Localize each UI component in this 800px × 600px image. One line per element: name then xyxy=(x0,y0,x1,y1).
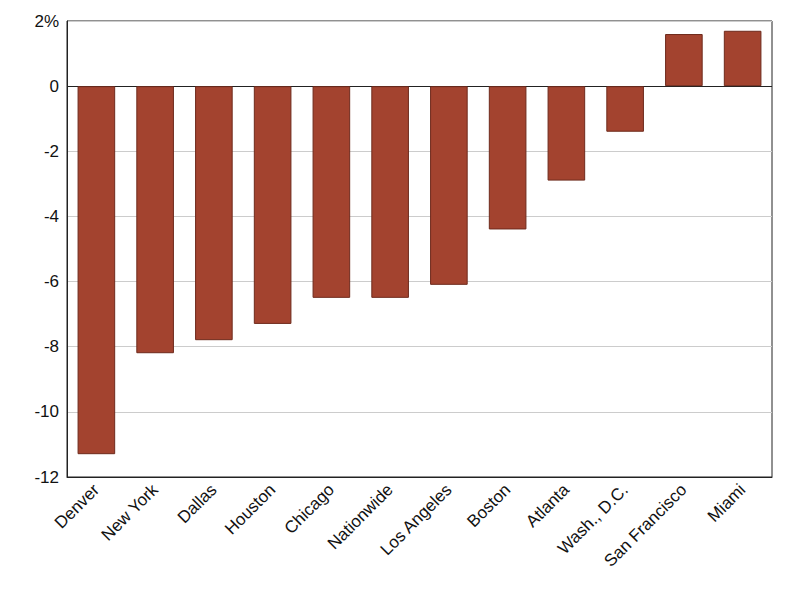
svg-text:Nationwide: Nationwide xyxy=(324,480,397,554)
svg-text:-10: -10 xyxy=(34,402,59,421)
svg-text:Miami: Miami xyxy=(704,480,749,525)
svg-text:Los Angeles: Los Angeles xyxy=(377,480,456,559)
svg-text:-12: -12 xyxy=(34,468,59,487)
svg-text:New York: New York xyxy=(98,480,163,545)
svg-text:-4: -4 xyxy=(44,207,59,226)
svg-text:0: 0 xyxy=(50,77,59,96)
svg-text:Denver: Denver xyxy=(51,480,103,532)
svg-text:2%: 2% xyxy=(34,12,59,31)
svg-text:-6: -6 xyxy=(44,272,59,291)
svg-text:Atlanta: Atlanta xyxy=(522,480,573,531)
svg-text:Wash., D.C.: Wash., D.C. xyxy=(554,480,632,558)
svg-text:Boston: Boston xyxy=(464,480,515,531)
svg-text:-8: -8 xyxy=(44,337,59,356)
svg-text:-2: -2 xyxy=(44,142,59,161)
svg-text:Dallas: Dallas xyxy=(174,480,221,527)
svg-text:San Francisco: San Francisco xyxy=(600,480,690,570)
svg-text:Houston: Houston xyxy=(221,480,279,538)
svg-text:Chicago: Chicago xyxy=(281,480,339,538)
